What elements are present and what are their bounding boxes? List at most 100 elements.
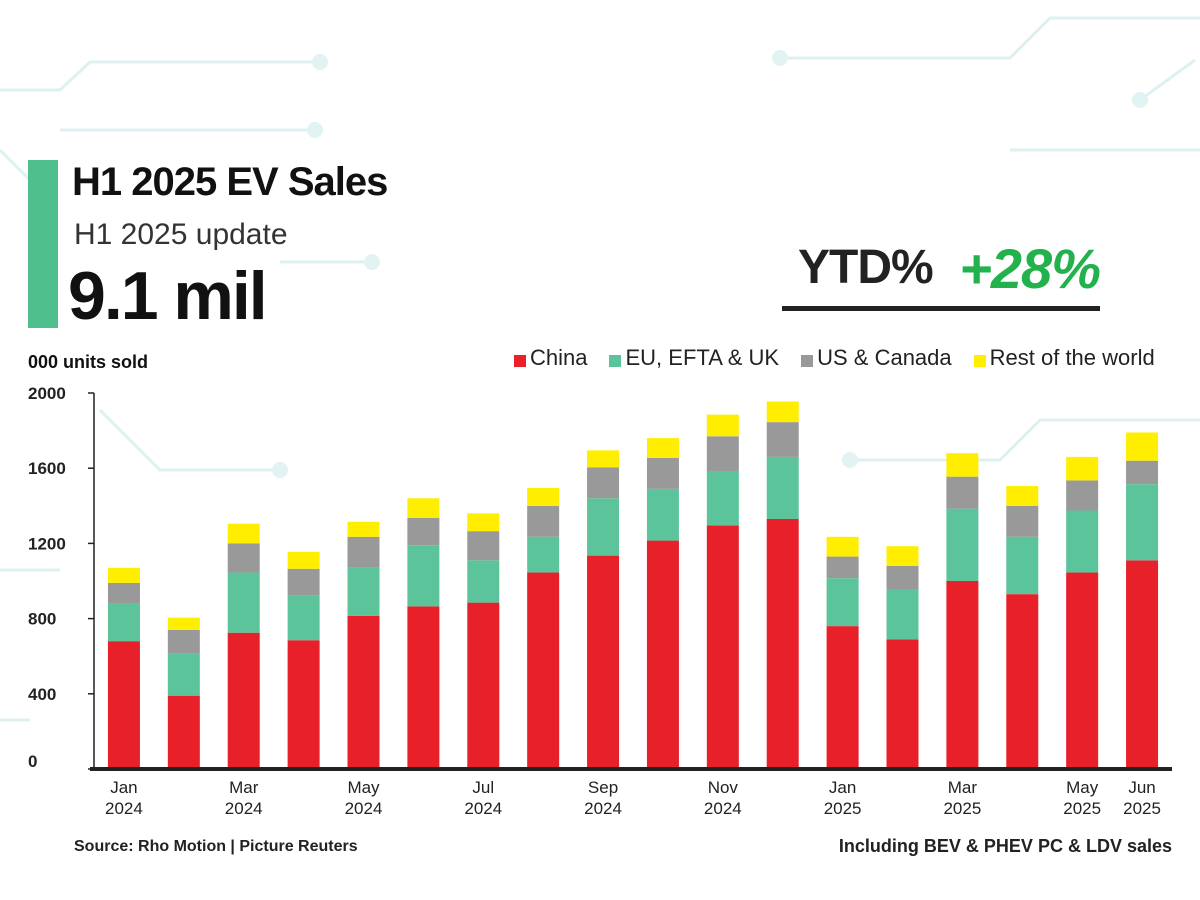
legend-item-eu: EU, EFTA & UK <box>609 345 779 371</box>
bar-segment-us <box>766 422 799 457</box>
bar-segment-row <box>946 453 979 477</box>
bar-segment-row <box>1006 486 1039 506</box>
x-tick-label-year: 2024 <box>345 799 383 818</box>
total-sales-figure: 9.1 mil <box>68 258 268 334</box>
bar-segment-eu <box>826 578 859 627</box>
bar-segment-row <box>706 414 739 437</box>
bar-segment-eu <box>946 508 979 581</box>
legend-item-us: US & Canada <box>801 345 952 371</box>
legend-swatch-china <box>514 355 526 367</box>
chart-legend: China EU, EFTA & UK US & Canada Rest of … <box>514 345 1155 371</box>
bar-segment-row <box>167 617 200 630</box>
bar-segment-us <box>347 536 380 568</box>
bar-segment-us <box>646 457 679 489</box>
bar-segment-us <box>467 531 500 561</box>
bar-segment-eu <box>587 498 620 556</box>
bar-segment-row <box>826 536 859 557</box>
bar-segment-us <box>227 543 260 573</box>
y-tick-label: 1600 <box>28 459 66 478</box>
x-tick-label-year: 2025 <box>1063 799 1101 818</box>
bar-segment-row <box>287 551 320 569</box>
bar-segment-china <box>826 626 859 769</box>
bar-segment-eu <box>706 471 739 526</box>
bar-segment-row <box>646 438 679 458</box>
bar-segment-china <box>107 641 140 769</box>
x-tick-label-month: Jun <box>1128 778 1155 797</box>
bar-segment-row <box>886 546 919 566</box>
legend-label-eu: EU, EFTA & UK <box>625 345 780 370</box>
bar-segment-china <box>886 639 919 769</box>
bar-segment-row <box>467 513 500 532</box>
x-tick-label-year: 2025 <box>824 799 862 818</box>
x-tick-label-year: 2024 <box>105 799 143 818</box>
bar-segment-row <box>527 487 560 506</box>
x-tick-label-year: 2025 <box>1123 799 1161 818</box>
bar-segment-row <box>227 523 260 544</box>
ytd-label: YTD% <box>798 241 934 294</box>
x-tick-label-month: Nov <box>708 778 739 797</box>
bar-segment-us <box>527 505 560 537</box>
bar-segment-us <box>1066 480 1099 511</box>
y-tick-label: 2000 <box>28 384 66 403</box>
bar-segment-us <box>167 629 200 654</box>
bar-segment-row <box>1066 456 1099 481</box>
bar-segment-china <box>766 518 799 769</box>
x-tick-label-year: 2024 <box>225 799 263 818</box>
bar-segment-us <box>407 518 440 546</box>
bar-segment-china <box>706 525 739 769</box>
bar-segment-eu <box>347 567 380 616</box>
chart-title: H1 2025 EV Sales <box>72 160 388 204</box>
x-tick-label-year: 2025 <box>943 799 981 818</box>
bar-segment-china <box>1126 560 1159 769</box>
bar-segment-eu <box>407 545 440 607</box>
bar-segment-eu <box>886 589 919 640</box>
bar-segment-us <box>946 476 979 509</box>
y-tick-label: 800 <box>28 610 56 629</box>
bar-segment-us <box>107 582 140 604</box>
bar-segment-eu <box>1066 510 1099 573</box>
x-tick-label-year: 2024 <box>464 799 502 818</box>
bar-segment-china <box>527 572 560 769</box>
bar-segment-row <box>347 521 380 537</box>
legend-swatch-us <box>801 355 814 367</box>
bar-segment-us <box>826 556 859 579</box>
legend-item-china: China <box>514 345 587 371</box>
bar-segment-us <box>287 568 320 596</box>
legend-label-row: Rest of the world <box>989 345 1155 370</box>
bar-segment-us <box>886 565 919 590</box>
bar-segment-eu <box>167 653 200 696</box>
bar-segment-row <box>1126 432 1159 461</box>
ytd-value: +28% <box>959 237 1101 300</box>
bar-segment-row <box>407 498 440 519</box>
x-tick-label-month: Jul <box>472 778 494 797</box>
bar-segment-us <box>1006 505 1039 537</box>
legend-label-us: US & Canada <box>817 345 952 370</box>
x-tick-label-month: May <box>347 778 380 797</box>
x-tick-label-month: May <box>1066 778 1099 797</box>
bar-segment-china <box>1066 572 1099 769</box>
bar-segment-china <box>946 581 979 769</box>
bar-segment-eu <box>1006 536 1039 595</box>
bar-segment-eu <box>527 536 560 573</box>
y-axis-label: 000 units sold <box>28 352 149 372</box>
legend-label-china: China <box>530 345 588 370</box>
bar-segment-china <box>587 555 620 769</box>
bar-segment-eu <box>467 560 500 603</box>
x-tick-label-month: Mar <box>229 778 259 797</box>
bar-segment-eu <box>766 456 799 519</box>
title-accent-bar <box>28 160 58 328</box>
chart-subtitle: H1 2025 update <box>74 218 288 251</box>
bar-segment-china <box>1006 594 1039 769</box>
bar-segment-china <box>467 602 500 769</box>
bar-segment-china <box>167 695 200 769</box>
x-tick-label-month: Jan <box>110 778 137 797</box>
x-tick-label-year: 2024 <box>704 799 742 818</box>
bar-segment-china <box>646 540 679 769</box>
y-tick-label: 400 <box>28 685 56 704</box>
bar-segment-row <box>766 401 799 423</box>
x-tick-label-month: Jan <box>829 778 856 797</box>
ytd-box: YTD% +28% <box>782 236 1101 311</box>
bar-segment-eu <box>646 488 679 541</box>
bar-segment-eu <box>227 572 260 633</box>
